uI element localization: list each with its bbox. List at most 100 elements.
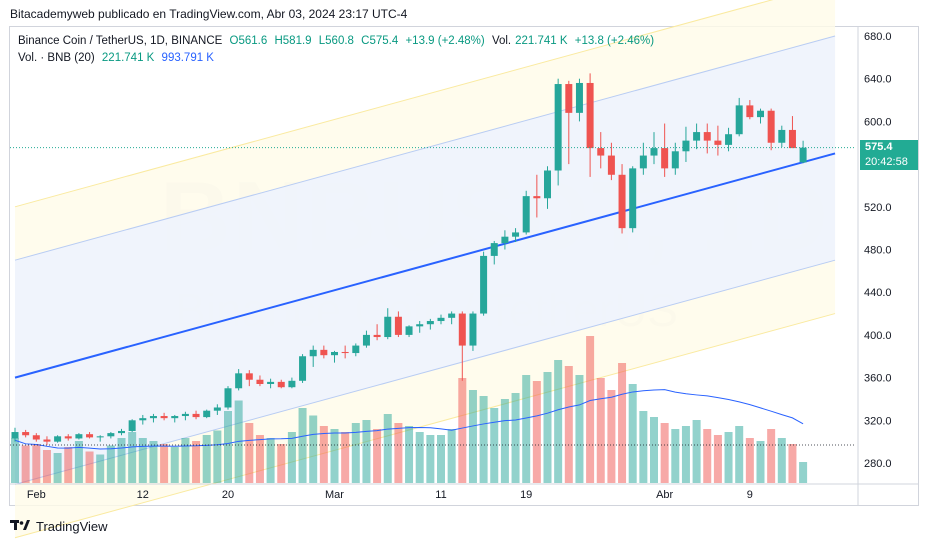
candle-body — [235, 373, 243, 389]
candle-body — [352, 345, 360, 354]
channel-upper-line — [14, 35, 836, 261]
volume-bar — [618, 363, 627, 483]
volume-bar — [170, 447, 179, 483]
candle-body — [75, 434, 83, 439]
volume-bar — [298, 408, 307, 483]
volume-bar — [64, 447, 73, 483]
candle-body — [224, 388, 232, 408]
volume-bar — [437, 435, 445, 483]
candle-body — [501, 236, 509, 244]
candle-body — [725, 134, 733, 145]
candle-body — [426, 321, 434, 325]
volume-bar — [277, 444, 286, 483]
volume-bar — [564, 366, 573, 483]
candle-body — [735, 105, 743, 135]
volume-bar — [181, 438, 190, 483]
candle-body — [586, 82, 594, 149]
volume-bar — [767, 429, 776, 483]
volume-bar — [202, 435, 211, 483]
legend-low: L560.8 — [318, 35, 354, 47]
candle-body — [394, 316, 402, 335]
channel-mid-line — [14, 152, 836, 379]
candle-body — [597, 148, 605, 156]
candle-body — [533, 196, 541, 199]
volume-bar — [106, 445, 115, 483]
volume-bar — [799, 462, 808, 483]
candle-body — [288, 380, 296, 388]
footer-brand[interactable]: TradingView — [10, 519, 108, 534]
y-tick-label: 360.0 — [864, 373, 892, 385]
candle-body — [480, 255, 488, 314]
volume-bar — [575, 375, 584, 483]
volume-bar — [447, 429, 456, 483]
candle-body — [64, 436, 72, 439]
volume-bar — [128, 432, 137, 483]
volume-bar — [96, 454, 105, 483]
candle-body — [43, 439, 51, 442]
candle-body — [86, 434, 94, 438]
x-tick-label: Abr — [656, 489, 673, 501]
candle-body — [767, 110, 775, 143]
candle-body — [607, 155, 615, 175]
volume-bar — [426, 435, 435, 483]
volume-bar — [149, 441, 158, 483]
volume-bar — [735, 426, 744, 483]
x-tick-label: 11 — [435, 489, 446, 501]
candle-body — [192, 413, 200, 418]
volume-bar — [160, 444, 169, 483]
volume-bar — [660, 423, 669, 483]
volume-bar — [11, 438, 19, 483]
volume-bar — [596, 378, 605, 483]
volume-bar — [458, 378, 467, 483]
y-tick-label: 400.0 — [864, 330, 892, 342]
volume-ma-line — [14, 389, 804, 450]
countdown-tag: 20:42:58 — [860, 155, 918, 170]
legend-high: H581.9 — [274, 35, 312, 47]
candle-body — [458, 313, 466, 346]
volume-bar — [42, 450, 51, 483]
volume-bar — [628, 384, 637, 483]
y-tick-label: 480.0 — [864, 245, 892, 257]
volume-bar — [788, 444, 797, 483]
candle-body — [469, 313, 477, 346]
volume-bar — [532, 381, 541, 483]
candle-body — [213, 407, 221, 411]
y-tick-label: 320.0 — [864, 415, 892, 427]
y-tick-label: 640.0 — [864, 74, 892, 86]
candle-body — [671, 151, 679, 169]
volume-bar — [394, 423, 403, 483]
outer-channel-upper-line — [14, 0, 774, 208]
x-tick-label: Mar — [325, 489, 344, 501]
candle-body — [575, 82, 583, 113]
candle-body — [661, 148, 669, 169]
candle-body — [299, 356, 307, 381]
candle-body — [107, 433, 115, 437]
volume-bar — [554, 360, 563, 483]
candle-body — [54, 436, 62, 442]
volume-bar — [383, 414, 392, 483]
volume-bar — [85, 451, 94, 483]
candle-body — [22, 432, 30, 436]
candle-body — [703, 132, 711, 141]
volume-bar — [586, 336, 595, 483]
candle-body — [757, 110, 764, 118]
volume-bar — [468, 390, 477, 483]
vol-indicator-label[interactable]: Vol. · BNB (20) — [18, 52, 95, 64]
candle-series — [11, 73, 807, 445]
y-tick-label: 680.0 — [864, 31, 892, 43]
candle-body — [341, 351, 349, 354]
candle-body — [522, 196, 530, 233]
volume-bar — [777, 438, 786, 483]
candle-body — [96, 436, 104, 438]
volume-bar — [255, 435, 264, 483]
candle-body — [245, 373, 253, 380]
volume-bar — [373, 429, 382, 483]
volume-series — [11, 336, 808, 483]
candle-body — [565, 84, 573, 113]
volume-bar — [362, 420, 371, 483]
legend-change: +13.9 (+2.48%) — [405, 35, 485, 47]
volume-bar — [511, 393, 520, 483]
chart-frame[interactable] — [9, 26, 919, 506]
volume-bar — [500, 399, 509, 483]
